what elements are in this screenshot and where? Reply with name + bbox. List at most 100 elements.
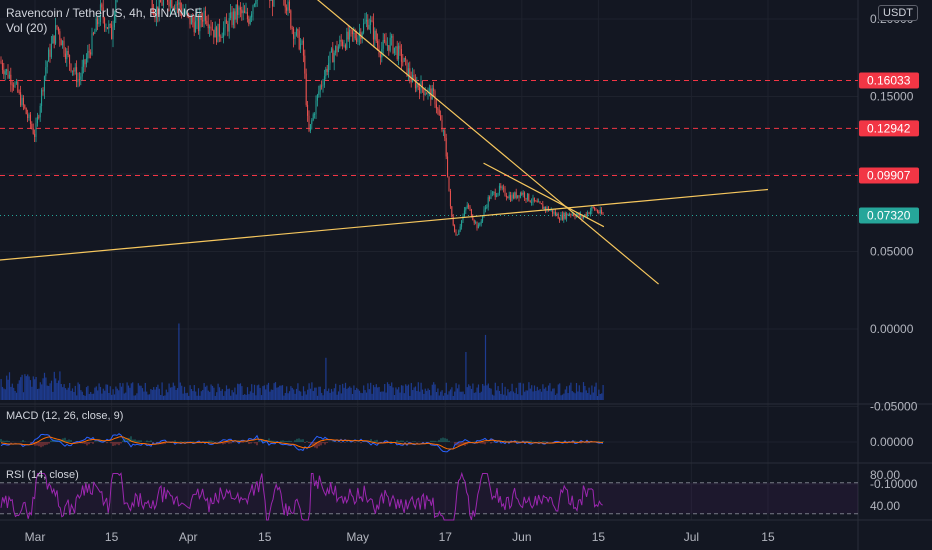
volume-label: Vol (20): [6, 21, 48, 35]
candle-body: [45, 67, 47, 77]
volume-bar: [577, 391, 579, 400]
macd-histogram-bar: [572, 442, 574, 444]
volume-bar: [449, 389, 452, 400]
volume-bar: [578, 385, 580, 400]
time-tick-label: 15: [258, 530, 272, 544]
volume-bar: [38, 388, 40, 400]
candle-body: [596, 210, 598, 213]
candle-body: [570, 214, 572, 216]
candle-body: [491, 192, 493, 194]
volume-bar: [568, 385, 571, 400]
candle-body: [83, 59, 85, 67]
macd-histogram-bar: [228, 442, 230, 444]
candle-body: [357, 36, 359, 43]
candle-body: [249, 17, 251, 24]
volume-bar: [522, 383, 524, 400]
candle-body: [344, 45, 346, 49]
candle-body: [13, 85, 15, 87]
candle-body: [326, 68, 328, 72]
volume-bar: [216, 392, 218, 400]
volume-bar: [532, 391, 534, 400]
volume-bar: [242, 394, 244, 400]
macd-histogram-bar: [580, 442, 582, 444]
macd-histogram-bar: [208, 440, 210, 442]
volume-bar: [477, 384, 480, 400]
volume-bar: [143, 391, 145, 400]
volume-bar: [419, 391, 421, 400]
candle-body: [224, 19, 226, 28]
level-badge-label: 0.09907: [867, 168, 911, 182]
volume-bar: [332, 391, 334, 400]
volume-bar: [391, 382, 393, 400]
candle-body: [113, 15, 115, 28]
candle-body: [311, 120, 313, 125]
candle-body: [99, 4, 101, 23]
candle-body: [60, 39, 62, 46]
volume-bar: [400, 385, 403, 400]
volume-bar: [91, 393, 93, 400]
volume-bar: [256, 385, 258, 400]
volume-bar: [463, 394, 466, 400]
currency-button[interactable]: USDT: [878, 5, 918, 21]
candle-body: [41, 89, 43, 106]
volume-bar: [46, 385, 48, 400]
volume-bar: [253, 384, 256, 400]
volume-bar: [273, 383, 275, 400]
volume-bar: [220, 390, 222, 400]
candle-body: [218, 23, 220, 37]
candle-body: [517, 195, 519, 198]
volume-bar: [479, 392, 481, 400]
macd-histogram-bar: [64, 437, 66, 442]
volume-bar: [22, 392, 25, 400]
candle-body: [90, 52, 92, 55]
macd-histogram-bar: [566, 441, 568, 442]
candle-body: [454, 225, 456, 233]
volume-bar: [315, 387, 317, 400]
candle-body: [524, 192, 526, 199]
volume-bar: [396, 389, 398, 400]
macd-histogram-bar: [68, 439, 70, 442]
volume-bar: [333, 388, 335, 400]
volume-bar: [325, 357, 327, 400]
volume-bar: [409, 395, 411, 400]
macd-histogram-bar: [222, 442, 224, 445]
volume-bar: [371, 393, 373, 400]
candle-body: [38, 116, 40, 118]
candle-body: [168, 1, 170, 7]
volume-bar: [189, 385, 191, 400]
volume-bar: [258, 384, 260, 400]
candle-body: [549, 210, 551, 211]
volume-bar: [414, 386, 417, 400]
candle-body: [458, 230, 460, 235]
candle-body: [339, 39, 341, 47]
macd-histogram-bar: [272, 440, 274, 442]
candle-body: [253, 3, 255, 6]
candle-body: [378, 45, 380, 55]
volume-bar: [140, 385, 142, 400]
volume-bar: [510, 391, 512, 400]
macd-histogram-bar: [84, 442, 86, 445]
volume-bar: [263, 385, 265, 400]
candle-body: [462, 216, 464, 221]
candle-body: [476, 221, 478, 229]
volume-bar: [465, 351, 467, 400]
volume-bar: [431, 384, 433, 400]
volume-bar: [4, 389, 6, 400]
candle-body: [209, 26, 211, 29]
macd-histogram-bar: [50, 440, 52, 442]
volume-bar: [7, 379, 9, 400]
volume-bar: [165, 389, 167, 400]
macd-histogram-bar: [492, 442, 494, 443]
macd-histogram-bar: [474, 441, 476, 442]
candle-body: [32, 127, 34, 134]
candle-body: [423, 88, 425, 95]
volume-bar: [410, 382, 412, 400]
volume-bar: [559, 383, 561, 400]
macd-histogram-bar: [480, 442, 482, 444]
candle-body: [589, 210, 591, 214]
volume-bar: [412, 390, 414, 400]
volume-bar: [97, 390, 99, 400]
candle-body: [73, 70, 75, 72]
macd-histogram-bar: [494, 440, 496, 442]
